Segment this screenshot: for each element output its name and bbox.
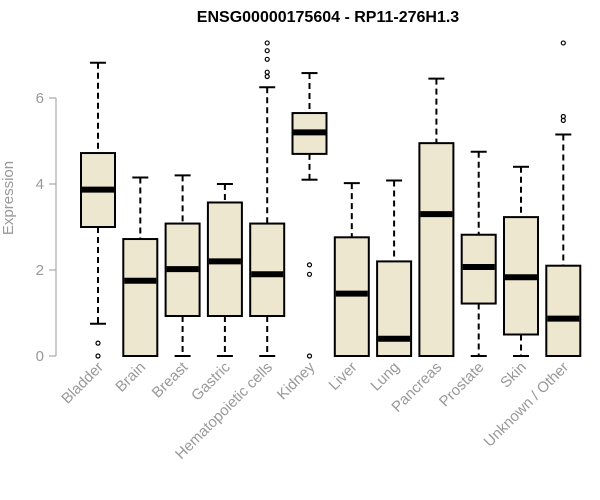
iqr-box xyxy=(545,264,582,358)
box-lung xyxy=(376,179,413,357)
box-skin xyxy=(503,165,539,357)
outlier-point xyxy=(306,271,313,277)
plot-area xyxy=(80,40,582,359)
box-hematopoietic-cells xyxy=(249,40,286,357)
y-tick-label: 4 xyxy=(36,176,44,193)
x-tick-label: Skin xyxy=(497,359,530,392)
x-tick-label: Prostate xyxy=(436,359,488,411)
outlier-point xyxy=(95,353,101,359)
outlier-point xyxy=(560,40,566,46)
y-tick-label: 0 xyxy=(36,348,44,365)
box-gastric xyxy=(206,183,243,357)
x-tick-label: Liver xyxy=(326,359,361,394)
iqr-box xyxy=(122,238,159,357)
outlier-point xyxy=(95,340,101,346)
outlier-point xyxy=(306,353,313,359)
iqr-box xyxy=(333,236,370,358)
box-breast xyxy=(164,174,201,357)
y-tick-label: 2 xyxy=(36,262,44,279)
x-tick-label: Breast xyxy=(149,358,192,401)
box-pancreas xyxy=(418,77,455,357)
x-tick-label: Kidney xyxy=(274,358,319,403)
outlier-point xyxy=(264,73,270,80)
box-liver xyxy=(333,182,370,358)
outlier-point xyxy=(560,113,566,120)
x-tick-label: Lung xyxy=(367,359,403,395)
iqr-box xyxy=(249,222,286,318)
iqr-box xyxy=(418,142,455,357)
outlier-point xyxy=(306,262,313,268)
x-tick-label: Brain xyxy=(112,359,149,396)
outlier-point xyxy=(264,69,270,75)
outlier-point xyxy=(264,48,270,54)
box-brain xyxy=(122,176,159,357)
outlier-point xyxy=(264,56,270,62)
box-kidney xyxy=(291,72,328,359)
box-prostate xyxy=(460,150,497,357)
box-unknown-other xyxy=(545,40,582,358)
box-bladder xyxy=(80,61,116,359)
y-tick-label: 6 xyxy=(36,90,44,107)
y-axis: 0 2 4 6 xyxy=(36,90,57,365)
iqr-box xyxy=(376,260,413,357)
outlier-point xyxy=(264,40,270,46)
y-axis-label: Expression xyxy=(0,161,17,235)
chart-title: ENSG00000175604 - RP11-276H1.3 xyxy=(197,9,460,26)
x-tick-label: Bladder xyxy=(58,359,107,408)
